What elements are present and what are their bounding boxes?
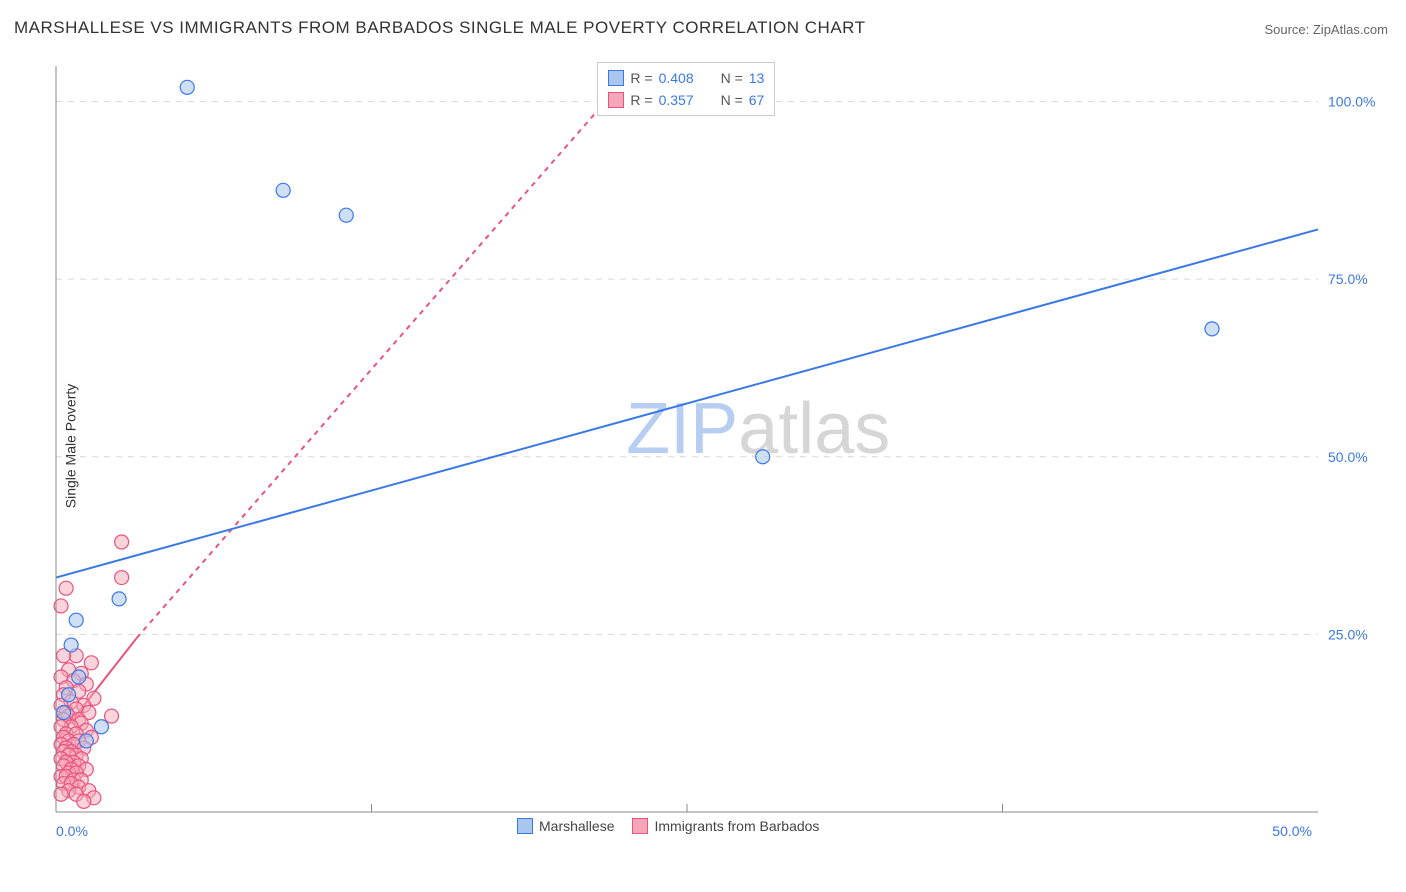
scatter-point-blue — [756, 450, 770, 464]
scatter-point-pink — [59, 581, 73, 595]
source-name: ZipAtlas.com — [1313, 22, 1388, 37]
xtick-label: 50.0% — [1272, 823, 1312, 839]
scatter-point-blue — [1205, 322, 1219, 336]
scatter-point-blue — [339, 208, 353, 222]
ytick-label: 100.0% — [1328, 94, 1375, 110]
scatter-point-blue — [62, 688, 76, 702]
legend-swatch — [517, 818, 533, 834]
legend-swatch — [608, 70, 624, 86]
legend-n-value: 13 — [749, 67, 765, 89]
scatter-point-blue — [180, 80, 194, 94]
legend-series-label: Immigrants from Barbados — [654, 818, 819, 834]
scatter-point-blue — [57, 706, 71, 720]
scatter-point-blue — [64, 638, 78, 652]
chart-title: MARSHALLESE VS IMMIGRANTS FROM BARBADOS … — [14, 18, 866, 38]
legend-n-value: 67 — [749, 89, 765, 111]
scatter-plot-svg: ZIPatlas25.0%50.0%75.0%100.0%0.0%50.0%R … — [48, 58, 1388, 848]
scatter-point-blue — [72, 670, 86, 684]
trend-line — [56, 229, 1318, 577]
legend-top-row: R = 0.357 N = 67 — [608, 89, 764, 111]
ytick-label: 50.0% — [1328, 449, 1368, 465]
plot-area: ZIPatlas25.0%50.0%75.0%100.0%0.0%50.0%R … — [48, 58, 1388, 848]
legend-r-value: 0.357 — [659, 89, 707, 111]
legend-n-label: N = — [721, 67, 743, 89]
ytick-label: 25.0% — [1328, 626, 1368, 642]
scatter-point-blue — [94, 720, 108, 734]
source-prefix: Source: — [1264, 22, 1312, 37]
trend-line — [137, 66, 637, 638]
xtick-label: 0.0% — [56, 823, 88, 839]
legend-bottom-item: Marshallese — [517, 818, 614, 834]
legend-n-label: N = — [721, 89, 743, 111]
legend-top: R = 0.408 N = 13 R = 0.357 N = 67 — [597, 62, 837, 122]
legend-bottom-item: Immigrants from Barbados — [632, 818, 819, 834]
legend-swatch — [608, 92, 624, 108]
ytick-label: 75.0% — [1328, 271, 1368, 287]
scatter-point-pink — [105, 709, 119, 723]
legend-swatch — [632, 818, 648, 834]
scatter-point-blue — [112, 592, 126, 606]
legend-r-value: 0.408 — [659, 67, 707, 89]
scatter-point-blue — [79, 734, 93, 748]
scatter-point-blue — [276, 183, 290, 197]
legend-bottom: Marshallese Immigrants from Barbados — [517, 818, 1017, 846]
legend-series-label: Marshallese — [539, 818, 614, 834]
legend-r-label: R = — [630, 89, 652, 111]
scatter-point-pink — [84, 656, 98, 670]
legend-r-label: R = — [630, 67, 652, 89]
scatter-point-pink — [115, 535, 129, 549]
source-attribution: Source: ZipAtlas.com — [1264, 22, 1388, 37]
scatter-point-blue — [69, 613, 83, 627]
legend-top-row: R = 0.408 N = 13 — [608, 67, 764, 89]
scatter-point-pink — [115, 571, 129, 585]
chart-container: MARSHALLESE VS IMMIGRANTS FROM BARBADOS … — [0, 0, 1406, 892]
scatter-point-pink — [77, 794, 91, 808]
